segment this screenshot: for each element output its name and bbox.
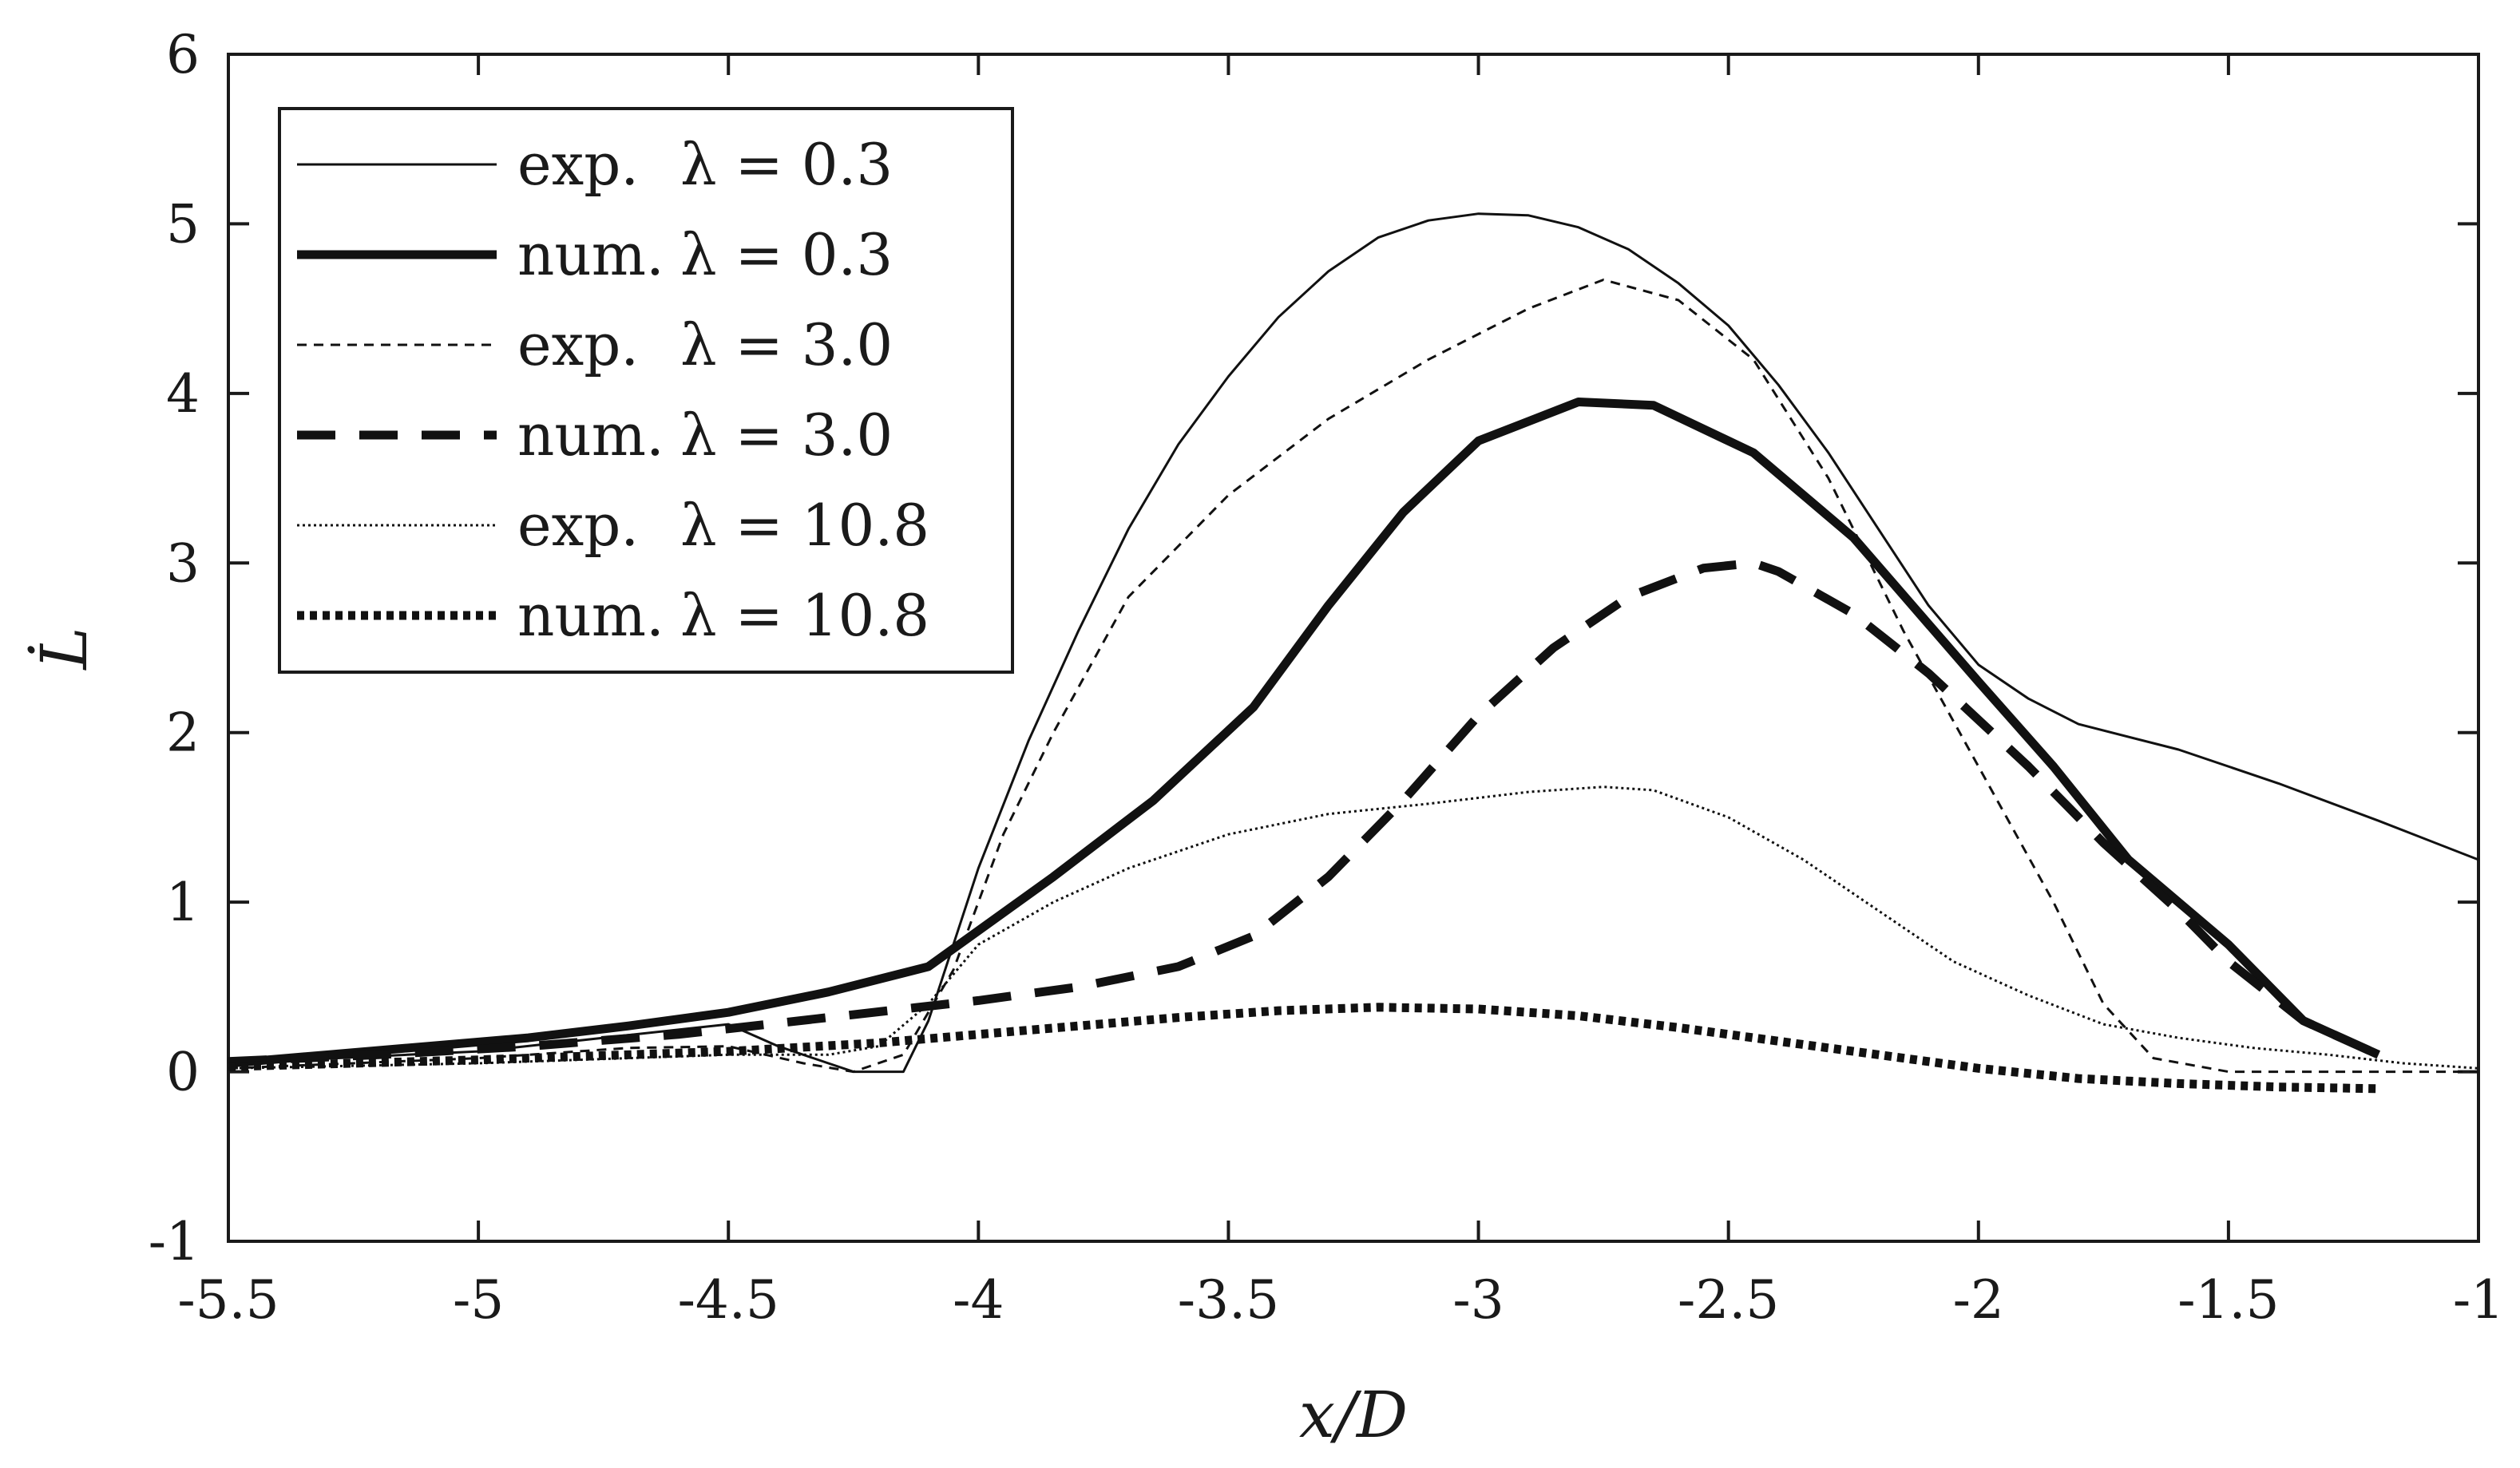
x-tick-label: -4.5 — [678, 1269, 779, 1331]
legend-label-prefix: num. — [517, 221, 664, 288]
legend-label-param: λ = 10.8 — [680, 582, 929, 649]
x-tick-label: -2 — [1953, 1269, 2004, 1331]
y-tick-label: 5 — [166, 193, 200, 255]
y-tick-label: 3 — [166, 532, 200, 594]
legend-label-prefix: exp. — [517, 492, 639, 559]
legend-label-param: λ = 0.3 — [680, 221, 893, 288]
series-line — [228, 1003, 2379, 1094]
series-line — [228, 398, 2381, 1068]
y-axis-ticks: -1 0 1 2 3 4 5 6 — [149, 24, 2478, 1272]
x-tick-label: -4 — [953, 1269, 1004, 1331]
legend-label-param: λ = 0.3 — [680, 131, 893, 198]
y-tick-label: 2 — [166, 702, 200, 764]
legend-label-param: λ = 10.8 — [680, 492, 929, 559]
legend-label-param: λ = 3.0 — [680, 402, 893, 469]
legend-label-prefix: num. — [517, 582, 664, 649]
x-tick-label: -1 — [2453, 1269, 2504, 1331]
y-tick-label: 1 — [166, 872, 200, 933]
x-axis-label: x/D — [1299, 1378, 1408, 1452]
y-tick-label: -1 — [149, 1211, 200, 1272]
x-tick-label: -3.5 — [1178, 1269, 1279, 1331]
x-tick-label: -3 — [1452, 1269, 1504, 1331]
y-axis-label: L̇ — [26, 627, 101, 671]
x-tick-label: -5 — [453, 1269, 504, 1331]
legend-label-prefix: exp. — [517, 131, 639, 198]
legend-label-prefix: exp. — [517, 311, 639, 378]
legend-box — [278, 107, 1014, 674]
y-tick-label: 4 — [166, 363, 200, 425]
series-layer — [228, 212, 2479, 1094]
legend-label-param: λ = 3.0 — [680, 311, 893, 378]
x-tick-label: -1.5 — [2177, 1269, 2279, 1331]
x-axis-ticks: -5.5 -5 -4.5 -4 -3.5 -3 -2.5 -2 -1.5 -1 — [177, 54, 2504, 1331]
x-tick-label: -5.5 — [177, 1269, 279, 1331]
series-line — [228, 785, 2479, 1070]
y-tick-label: 0 — [166, 1042, 200, 1103]
x-tick-label: -2.5 — [1678, 1269, 1779, 1331]
series-line — [228, 279, 2478, 1074]
series-line — [228, 558, 2381, 1066]
legend-label-prefix: num. — [517, 402, 664, 469]
y-tick-label: 6 — [166, 24, 200, 85]
